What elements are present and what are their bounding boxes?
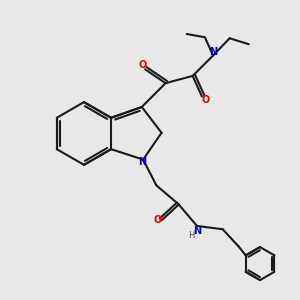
Text: O: O — [154, 215, 162, 225]
Text: N: N — [209, 47, 217, 57]
Text: O: O — [201, 95, 209, 105]
Text: O: O — [139, 60, 147, 70]
Text: N: N — [138, 157, 146, 167]
Text: N: N — [194, 226, 202, 236]
Text: H: H — [188, 231, 194, 240]
